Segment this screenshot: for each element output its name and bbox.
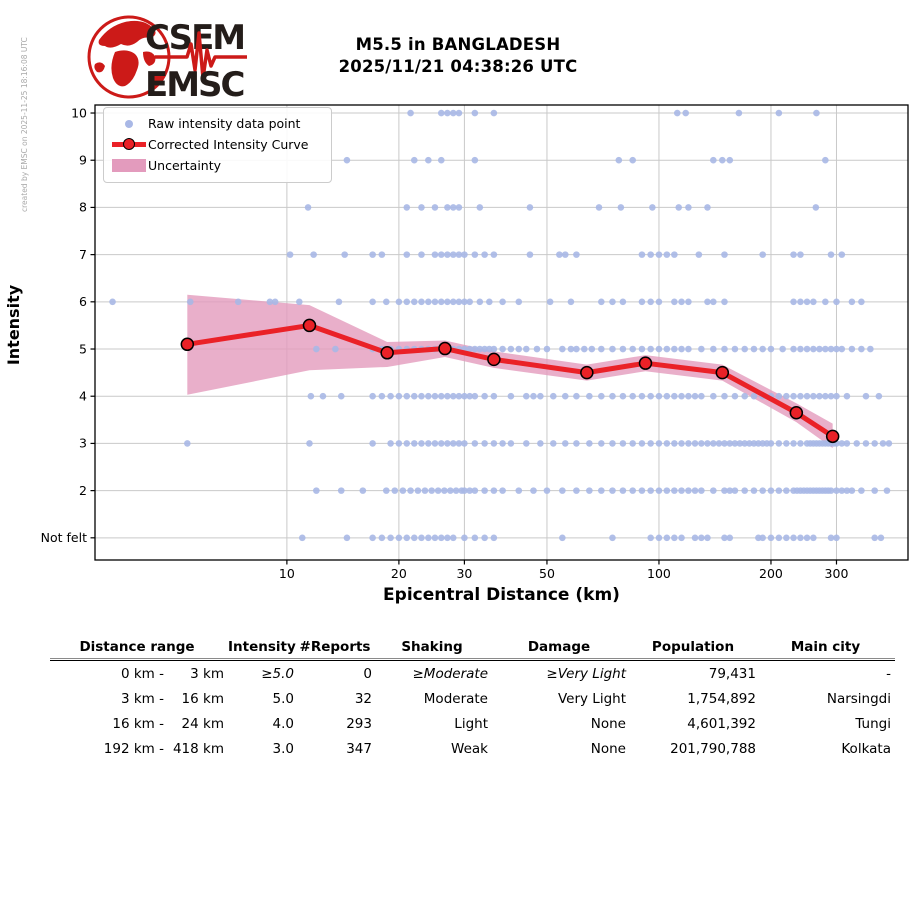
impact-summary-table: Distance range Intensity #Reports Shaking Da… bbox=[50, 639, 895, 761]
legend-label: Uncertainty bbox=[148, 158, 222, 173]
legend-item-raw: Raw intensity data point bbox=[110, 113, 323, 134]
cell-main-city: Tungi bbox=[855, 715, 891, 732]
cell-population: 79,431 bbox=[708, 665, 756, 682]
cell-shaking: Light bbox=[454, 715, 488, 732]
table-header-distance-range: Distance range bbox=[50, 639, 228, 659]
cell-main-city: Kolkata bbox=[841, 740, 891, 757]
cell-damage: Very Light bbox=[557, 690, 626, 707]
cell-population: 1,754,892 bbox=[687, 690, 756, 707]
cell-population: 201,790,788 bbox=[670, 740, 756, 757]
svg-text:50: 50 bbox=[539, 566, 555, 581]
svg-text:6: 6 bbox=[79, 294, 87, 309]
svg-text:4: 4 bbox=[79, 389, 87, 404]
cell-reports: 347 bbox=[346, 740, 372, 757]
cell-shaking: Weak bbox=[451, 740, 488, 757]
svg-text:9: 9 bbox=[79, 153, 87, 168]
table-header-damage: Damage bbox=[492, 639, 630, 659]
chart-legend: Raw intensity data point Corrected Inten… bbox=[103, 107, 332, 183]
page-title: M5.5 in BANGLADESH 2025/11/21 04:38:26 U… bbox=[158, 34, 758, 78]
globe-icon bbox=[87, 15, 171, 99]
table-header-intensity: Intensity bbox=[228, 639, 298, 659]
title-datetime: 2025/11/21 04:38:26 UTC bbox=[338, 57, 578, 76]
x-axis-label: Epicentral Distance (km) bbox=[383, 585, 620, 605]
emsc-logo: CSEM EMSC bbox=[87, 15, 247, 103]
table-header-population: Population bbox=[630, 639, 760, 659]
logo-text-emsc: EMSC bbox=[145, 65, 244, 103]
legend-item-curve: Corrected Intensity Curve bbox=[110, 134, 323, 155]
table-row: 192 km -418 km 3.0 347 Weak None 201,790,788 K… bbox=[50, 736, 895, 761]
axis-ticks: 10 20 30 50 100 200 300 Not felt 2 3 4 5 6 7 8 9 10 bbox=[41, 105, 849, 581]
cell-intensity: 4.0 bbox=[272, 715, 294, 732]
svg-text:20: 20 bbox=[391, 566, 407, 581]
svg-text:8: 8 bbox=[79, 200, 87, 215]
svg-text:30: 30 bbox=[456, 566, 472, 581]
cell-distance-range: 0 km -3 km bbox=[120, 665, 224, 682]
svg-text:300: 300 bbox=[825, 566, 849, 581]
svg-text:200: 200 bbox=[759, 566, 783, 581]
table-row: 3 km -16 km 5.0 32 Moderate Very Light 1,754,… bbox=[50, 686, 895, 711]
cell-intensity: ≥5.0 bbox=[261, 665, 294, 682]
table-row: 0 km -3 km ≥5.0 0 ≥Moderate ≥Very Light 79,43… bbox=[50, 661, 895, 686]
cell-damage: ≥Very Light bbox=[546, 665, 626, 682]
cell-population: 4,601,392 bbox=[687, 715, 756, 732]
table-body: 0 km -3 km ≥5.0 0 ≥Moderate ≥Very Light 79,43… bbox=[50, 661, 895, 761]
legend-label: Raw intensity data point bbox=[148, 116, 301, 131]
cell-distance-range: 192 km -418 km bbox=[103, 740, 224, 757]
created-by-watermark: created by EMSC on 2025-11-25 18:16:08 U… bbox=[20, 37, 29, 212]
cell-reports: 0 bbox=[363, 665, 372, 682]
title-event: M5.5 in BANGLADESH bbox=[355, 35, 561, 54]
cell-reports: 293 bbox=[346, 715, 372, 732]
cell-main-city: - bbox=[886, 665, 891, 682]
table-header--reports: #Reports bbox=[298, 639, 376, 659]
curve-markers bbox=[180, 318, 840, 444]
seismogram-icon bbox=[155, 31, 247, 80]
cell-reports: 32 bbox=[354, 690, 372, 707]
curve-swatch-icon bbox=[110, 138, 148, 150]
table-header-row: Distance range Intensity #Reports Shaking Da… bbox=[50, 639, 895, 661]
table-header-rule bbox=[50, 660, 895, 661]
svg-text:7: 7 bbox=[79, 247, 87, 262]
table-header-shaking: Shaking bbox=[376, 639, 492, 659]
svg-text:100: 100 bbox=[647, 566, 671, 581]
cell-distance-range: 16 km -24 km bbox=[112, 715, 224, 732]
cell-main-city: Narsingdi bbox=[826, 690, 891, 707]
table-header-main-city: Main city bbox=[760, 639, 895, 659]
cell-shaking: ≥Moderate bbox=[412, 665, 488, 682]
cell-intensity: 3.0 bbox=[272, 740, 294, 757]
legend-label: Corrected Intensity Curve bbox=[148, 137, 309, 152]
cell-damage: None bbox=[590, 715, 626, 732]
cell-intensity: 5.0 bbox=[272, 690, 294, 707]
table-row: 16 km -24 km 4.0 293 Light None 4,601,392 Tung… bbox=[50, 711, 895, 736]
plot-border bbox=[94, 104, 909, 561]
corrected-intensity-curve bbox=[186, 322, 835, 439]
cell-damage: None bbox=[590, 740, 626, 757]
intensity-distance-chart: 10 20 30 50 100 200 300 Not felt 2 3 4 5 6 7 8 9 10 bbox=[41, 104, 909, 581]
svg-text:5: 5 bbox=[79, 341, 87, 356]
svg-text:2: 2 bbox=[79, 483, 87, 498]
legend-item-uncertainty: Uncertainty bbox=[110, 155, 323, 176]
y-axis-label: Intensity bbox=[4, 284, 23, 366]
svg-text:10: 10 bbox=[71, 105, 87, 120]
uncertainty-band bbox=[187, 294, 833, 449]
svg-text:10: 10 bbox=[279, 566, 295, 581]
raw-point-swatch-icon bbox=[110, 119, 148, 128]
svg-text:Not felt: Not felt bbox=[41, 530, 87, 545]
cell-distance-range: 3 km -16 km bbox=[120, 690, 224, 707]
svg-text:3: 3 bbox=[79, 436, 87, 451]
uncertainty-swatch-icon bbox=[110, 159, 148, 172]
cell-shaking: Moderate bbox=[423, 690, 488, 707]
